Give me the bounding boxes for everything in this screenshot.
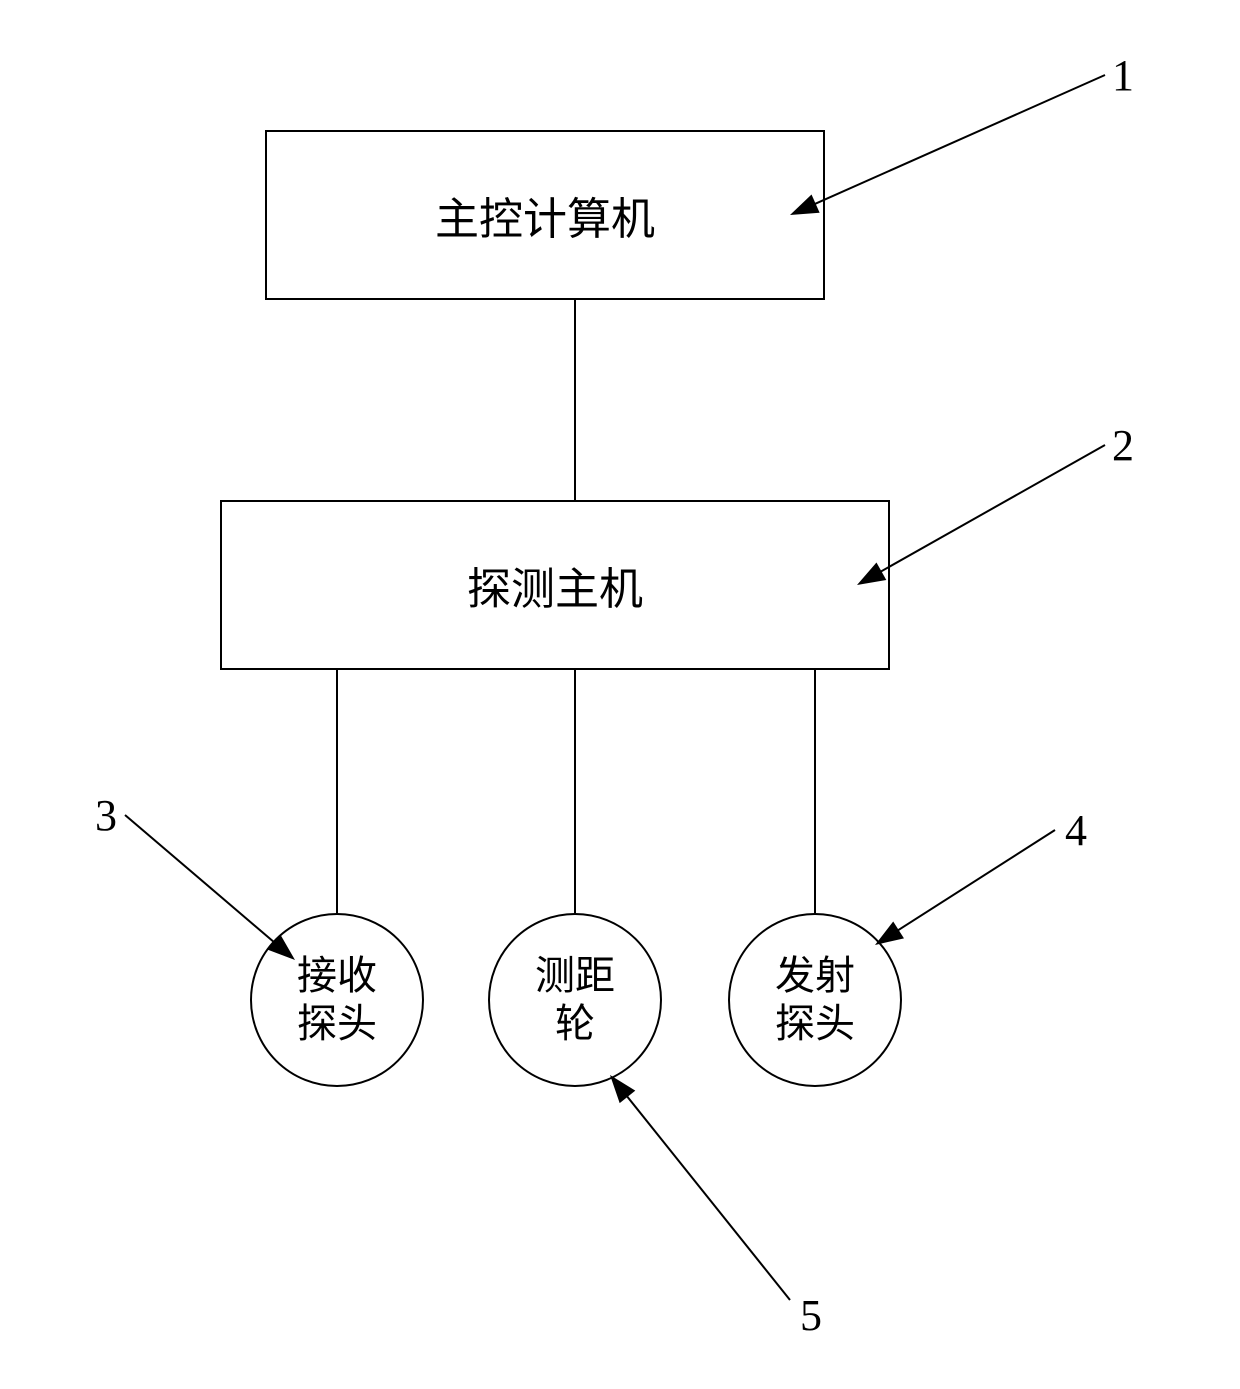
callout-number: 4	[1065, 805, 1087, 856]
connector-line	[574, 670, 576, 913]
main-controller-label: 主控计算机	[435, 183, 655, 247]
emit-probe-label-2: 探头	[775, 1001, 855, 1046]
callout-number: 1	[1112, 50, 1134, 101]
connector-line	[574, 300, 576, 500]
detection-host-box: 探测主机	[220, 500, 890, 670]
callout-number: 5	[800, 1290, 822, 1341]
emit-probe-label-1: 发射	[775, 953, 855, 998]
main-controller-box: 主控计算机	[265, 130, 825, 300]
emit-probe-circle: 发射 探头	[728, 913, 902, 1087]
receive-probe-label-1: 接收	[297, 953, 377, 998]
distance-wheel-circle: 测距 轮	[488, 913, 662, 1087]
connector-line	[336, 670, 338, 913]
detection-host-label: 探测主机	[467, 553, 643, 617]
receive-probe-circle: 接收 探头	[250, 913, 424, 1087]
connector-line	[814, 670, 816, 913]
distance-wheel-label-1: 测距	[535, 953, 615, 998]
receive-probe-label-2: 探头	[297, 1001, 377, 1046]
callout-number: 3	[95, 790, 117, 841]
distance-wheel-label-2: 轮	[555, 1001, 595, 1046]
callout-number: 2	[1112, 420, 1134, 471]
diagram-canvas: 主控计算机 探测主机 接收 探头 测距 轮 发射 探头 1 2 3 4 5	[0, 0, 1240, 1389]
